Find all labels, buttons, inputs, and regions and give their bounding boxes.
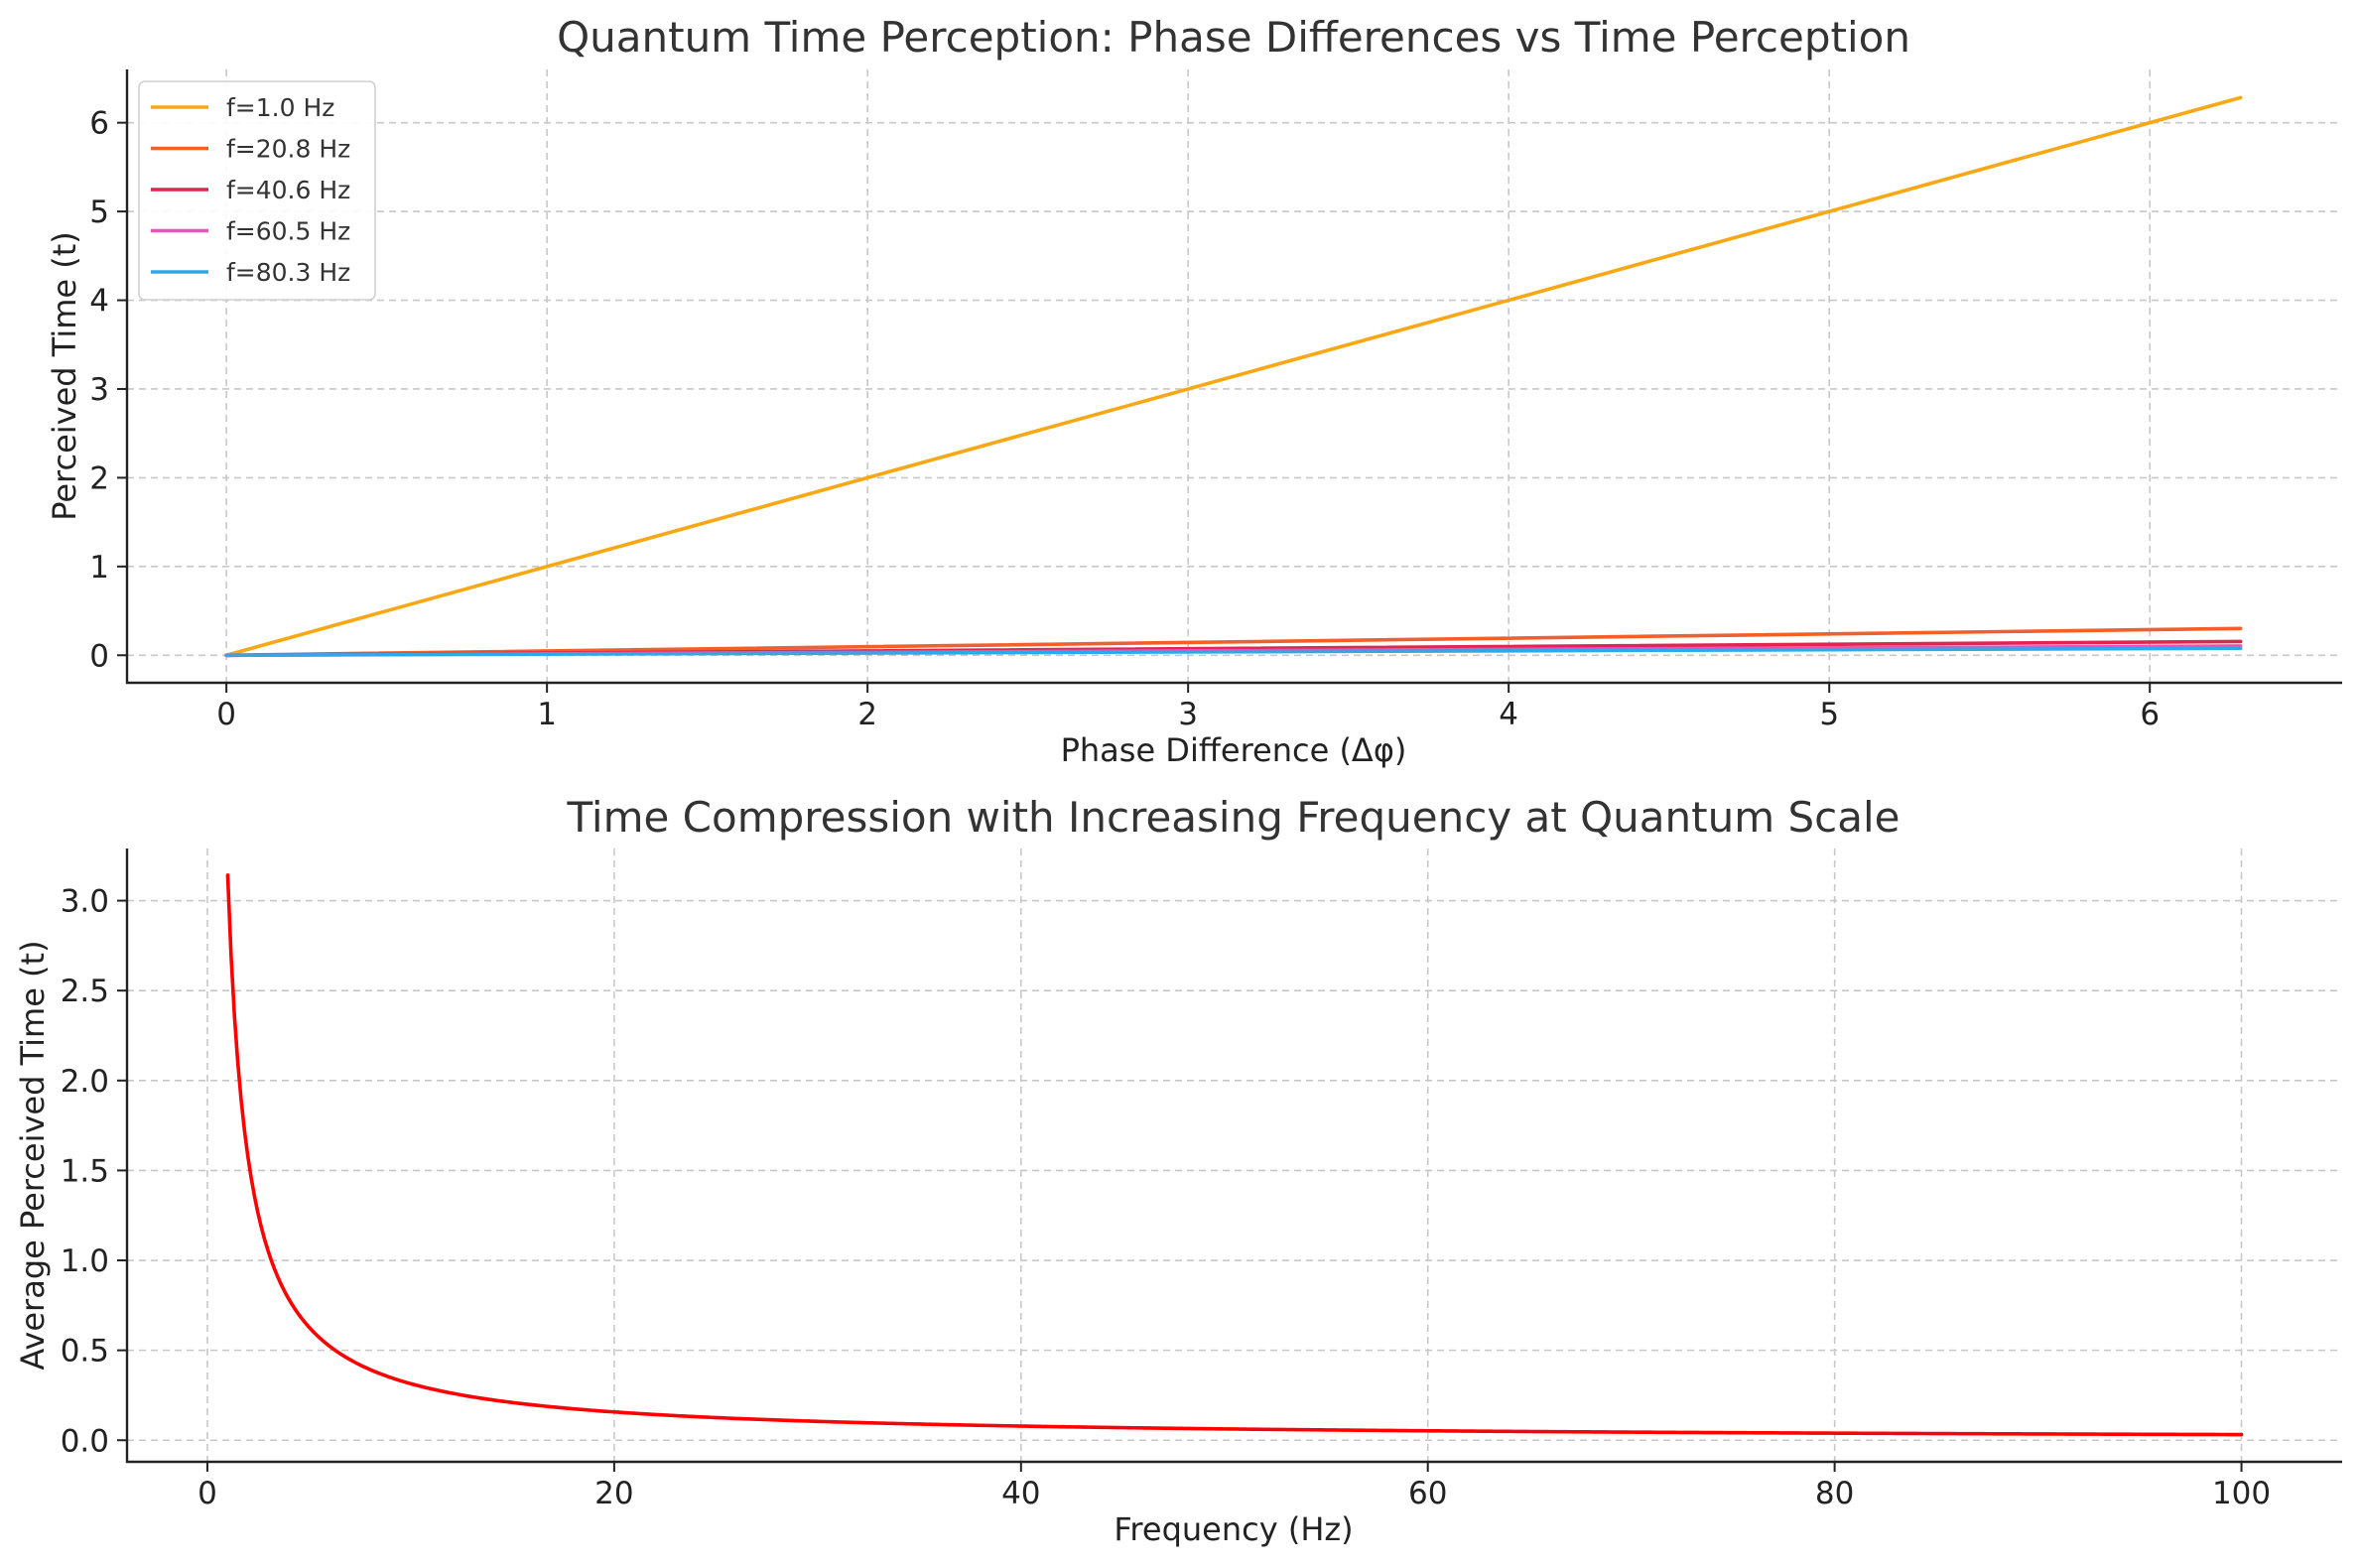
chart1-y-axis-label: Perceived Time (t) [46, 231, 83, 521]
y-tick-label: 1.5 [61, 1153, 109, 1189]
series-line-f-1-0-hz [224, 95, 2243, 658]
chart2-x-ticks: 0 20 40 60 80 100 [197, 1462, 2271, 1511]
y-tick-label: 3.0 [61, 884, 109, 920]
series-line-f-20-8-hz [224, 626, 2243, 658]
chart2-x-axis-label: Frequency (Hz) [1114, 1510, 1353, 1548]
x-tick-label: 0 [197, 1476, 217, 1511]
legend-label: f=40.6 Hz [226, 176, 350, 204]
chart-phase-vs-time: Quantum Time Perception: Phase Differenc… [46, 13, 2342, 769]
chart2-lines [225, 873, 2244, 1437]
x-tick-label: 1 [537, 697, 557, 732]
legend-label: f=1.0 Hz [226, 93, 334, 122]
y-tick-label: 0.0 [61, 1423, 109, 1459]
chart1-legend: f=1.0 Hz f=20.8 Hz f=40.6 Hz f=60.5 Hz f=80.… [138, 80, 376, 301]
x-tick-label: 60 [1408, 1476, 1447, 1511]
chart1-title: Quantum Time Perception: Phase Differenc… [557, 13, 1910, 62]
chart2-title: Time Compression with Increasing Frequen… [567, 793, 1901, 842]
legend-label: f=80.3 Hz [226, 258, 350, 287]
y-tick-label: 1 [89, 550, 109, 586]
y-tick-label: 2 [89, 460, 109, 496]
x-tick-label: 40 [1001, 1476, 1040, 1511]
y-tick-label: 5 [89, 195, 109, 230]
legend-label: f=20.8 Hz [226, 135, 350, 164]
chart1-lines [224, 95, 2243, 658]
chart1-x-ticks: 0 1 2 3 4 5 6 [216, 683, 2160, 732]
chart1-axes-spines [125, 69, 2342, 685]
series-line-f-80-3-hz [224, 646, 2243, 658]
series-line [225, 873, 2244, 1437]
legend-label: f=60.5 Hz [226, 217, 350, 246]
chart1-y-ticks: 0 1 2 3 4 5 6 [89, 106, 127, 674]
chart-frequency-compression: Time Compression with Increasing Frequen… [14, 793, 2342, 1548]
y-tick-label: 4 [89, 284, 109, 320]
x-tick-label: 3 [1178, 697, 1198, 732]
x-tick-label: 100 [2212, 1476, 2271, 1511]
y-tick-label: 3 [89, 372, 109, 408]
y-tick-label: 6 [89, 106, 109, 142]
chart2-grid [127, 849, 2342, 1462]
x-tick-label: 0 [216, 697, 236, 732]
x-tick-label: 5 [1819, 697, 1839, 732]
x-tick-label: 2 [857, 697, 877, 732]
legend-frame [138, 80, 376, 301]
y-tick-label: 0 [89, 638, 109, 674]
chart2-y-ticks: 0.0 0.5 1.0 1.5 2.0 2.5 3.0 [61, 884, 127, 1459]
x-tick-label: 4 [1499, 697, 1518, 732]
chart2-y-axis-label: Average Perceived Time (t) [14, 940, 52, 1370]
y-tick-label: 2.5 [61, 974, 109, 1009]
y-tick-label: 0.5 [61, 1334, 109, 1370]
y-tick-label: 2.0 [61, 1064, 109, 1100]
chart1-x-axis-label: Phase Difference (Δφ) [1061, 731, 1407, 769]
x-tick-label: 80 [1815, 1476, 1854, 1511]
chart2-axes-spines [125, 849, 2342, 1464]
x-tick-label: 6 [2140, 697, 2160, 732]
y-tick-label: 1.0 [61, 1243, 109, 1279]
x-tick-label: 20 [594, 1476, 633, 1511]
chart1-grid [127, 69, 2342, 683]
